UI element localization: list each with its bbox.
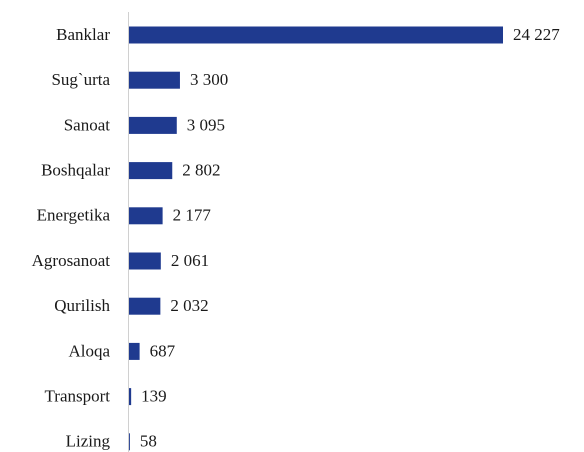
value-label: 139 <box>141 387 167 406</box>
value-label: 3 300 <box>190 70 228 89</box>
value-label: 58 <box>140 432 157 451</box>
bar <box>129 162 173 180</box>
bar <box>129 342 140 360</box>
category-label: Banklar <box>56 25 110 44</box>
bar <box>129 252 161 270</box>
bar <box>129 71 180 89</box>
bar <box>129 433 130 451</box>
category-label: Sanoat <box>64 115 111 134</box>
category-label: Lizing <box>66 432 111 451</box>
category-label: Agrosanoat <box>32 251 111 270</box>
category-label: Transport <box>45 387 111 406</box>
bar <box>129 297 161 315</box>
bar <box>129 116 177 134</box>
bar <box>129 26 503 44</box>
category-label: Qurilish <box>54 296 110 315</box>
value-label: 2 032 <box>170 296 208 315</box>
category-label: Energetika <box>37 206 111 225</box>
value-label: 3 095 <box>187 115 225 134</box>
bar <box>129 388 132 406</box>
category-label: Sug`urta <box>51 70 110 89</box>
bar <box>129 207 163 225</box>
category-label: Boshqalar <box>41 161 110 180</box>
value-label: 2 802 <box>182 161 220 180</box>
category-label: Aloqa <box>68 341 110 360</box>
value-label: 2 177 <box>173 206 212 225</box>
value-label: 2 061 <box>171 251 209 270</box>
value-label: 24 227 <box>513 25 560 44</box>
value-label: 687 <box>150 341 176 360</box>
